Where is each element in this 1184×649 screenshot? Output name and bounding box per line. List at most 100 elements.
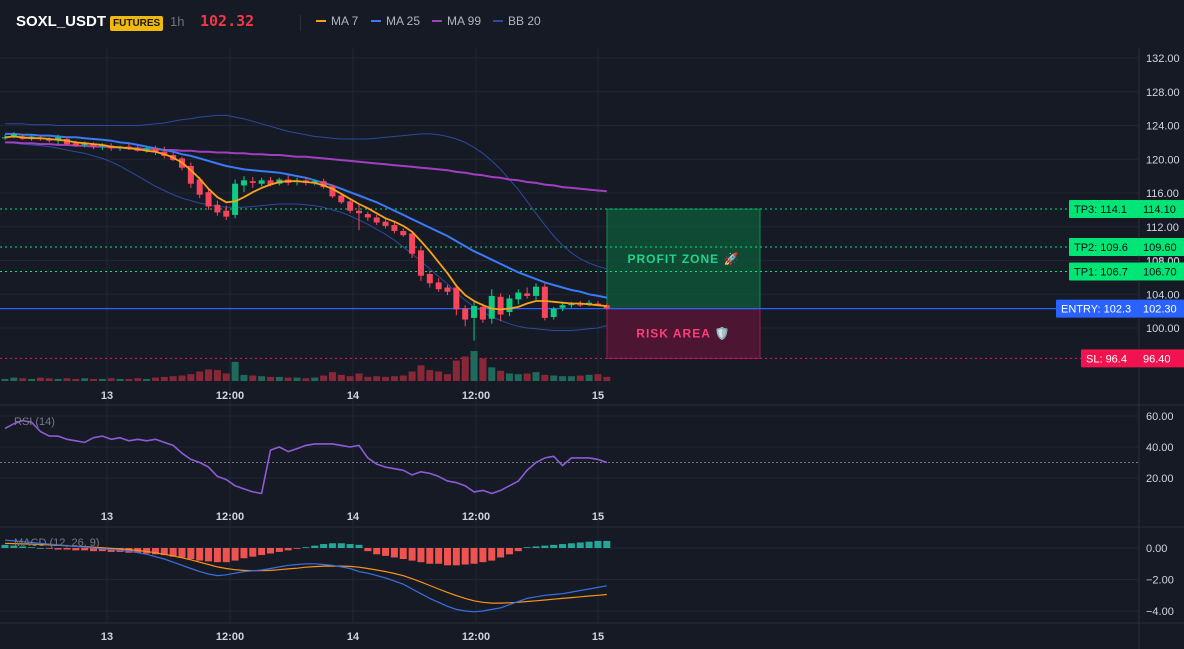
level-tag-tp1 [1069,262,1139,281]
volume-bar [302,378,310,381]
level-price-tag-tp2 [1139,238,1184,256]
volume-bar [28,378,36,381]
time-axis-label: 13 [101,631,113,643]
volume-bar [10,377,18,381]
chart-background [0,48,1184,649]
price-axis-label: 100.00 [1146,323,1180,335]
volume-bar [337,374,345,381]
macd-histogram-bar [550,544,558,548]
candle-body [515,292,522,300]
volume-bar [63,378,71,381]
level-price-text: 106.70 [1143,266,1177,278]
macd-histogram-bar [231,548,239,561]
macd-histogram-bar [213,548,221,563]
candle-body [426,274,433,284]
macd-histogram-bar [284,548,292,551]
macd-histogram-bar [267,548,274,554]
level-tag-text: TP2: 109.6 [1074,242,1128,254]
rsi-axis-label: 40.00 [1146,442,1174,454]
last-price: 102.32 [200,12,255,30]
legend-ma25[interactable]: MA 25 [371,14,420,28]
legend-ma7[interactable]: MA 7 [316,14,358,28]
candle-body [479,306,486,320]
level-price-text: 96.40 [1143,353,1171,365]
level-tag-tp3 [1069,200,1139,219]
level-price-tag-tp3 [1139,200,1184,219]
macd-histogram-bar [169,548,177,557]
level-price-tag-entry [1139,299,1184,318]
macd-histogram-bar [576,542,584,548]
candle-body [329,186,336,197]
candle-body [187,166,194,184]
level-tag-text: SL: 96.4 [1086,353,1127,365]
legend-ma99[interactable]: MA 99 [432,14,481,28]
volume-bar [258,376,266,381]
price-axis-label: 132.00 [1146,53,1180,65]
level-tag-text: ENTRY: 102.3 [1061,304,1131,316]
volume-bar [98,378,106,381]
candle-body [249,181,256,183]
candle-body [267,180,274,185]
macd-histogram-bar [364,548,372,552]
legend-bb20[interactable]: BB 20 [493,14,541,28]
candle-body [603,305,610,309]
macd-signal-line [4,542,607,604]
macd-histogram-bar [382,548,390,556]
candle-body [497,296,504,315]
legend-bb20-label: BB 20 [508,14,541,28]
macd-histogram-bar [444,548,451,566]
macd-histogram-bar [603,540,611,548]
macd-histogram-bar [523,547,531,549]
volume-bar [125,378,133,381]
macd-histogram-bar [45,548,53,549]
macd-histogram-bar [19,546,27,548]
volume-bar [205,369,213,381]
candle-body [577,304,584,306]
macd-histogram-bar [399,548,407,560]
candle-body [232,183,239,215]
candle-body [453,287,460,310]
risk-area-box [606,308,761,359]
level-price-text: 114.10 [1143,204,1176,216]
candle-body [320,181,327,188]
candle-body [462,308,469,320]
macd-axis-label: −4.00 [1146,606,1174,618]
volume-bar [444,374,451,381]
macd-histogram [1,540,611,566]
candle-body [435,282,442,290]
volume-bar [231,361,239,381]
candle-body [471,306,478,318]
candle-body [488,295,495,319]
candles [2,132,610,341]
macd-histogram-bar [258,548,266,556]
profit-zone-box [606,208,761,310]
macd-histogram-bar [355,544,363,548]
volume-bar [505,373,513,381]
symbol-name[interactable]: SOXL_USDT [16,13,107,30]
candle-body [409,233,416,254]
timeframe-label[interactable]: 1h [170,14,185,29]
rsi-title: RSI (14) [14,416,55,428]
candle-body [55,137,62,140]
volume-bar [364,376,372,381]
macd-histogram-bar [187,548,195,560]
volume-bar [143,378,151,381]
candle-body [152,148,159,153]
time-axis-label: 14 [347,631,360,643]
candle-body [347,201,354,211]
volume-bar [54,378,62,381]
macd-axis-label: 0.00 [1146,543,1167,555]
volume-bar [178,375,186,381]
macd-histogram-bar [470,548,478,564]
macd-histogram-bar [532,546,540,548]
volume-bar [19,378,27,381]
volume-bar [514,374,522,381]
candle-body [72,143,79,146]
time-axis-label: 15 [592,511,604,523]
chart-header: SOXL_USDT FUTURES 1h 102.32 MA 7 MA 25 M… [0,0,1184,48]
macd-histogram-bar [488,548,496,561]
candle-body [2,137,8,139]
bb-upper-line [5,114,607,270]
macd-histogram-bar [10,545,18,548]
